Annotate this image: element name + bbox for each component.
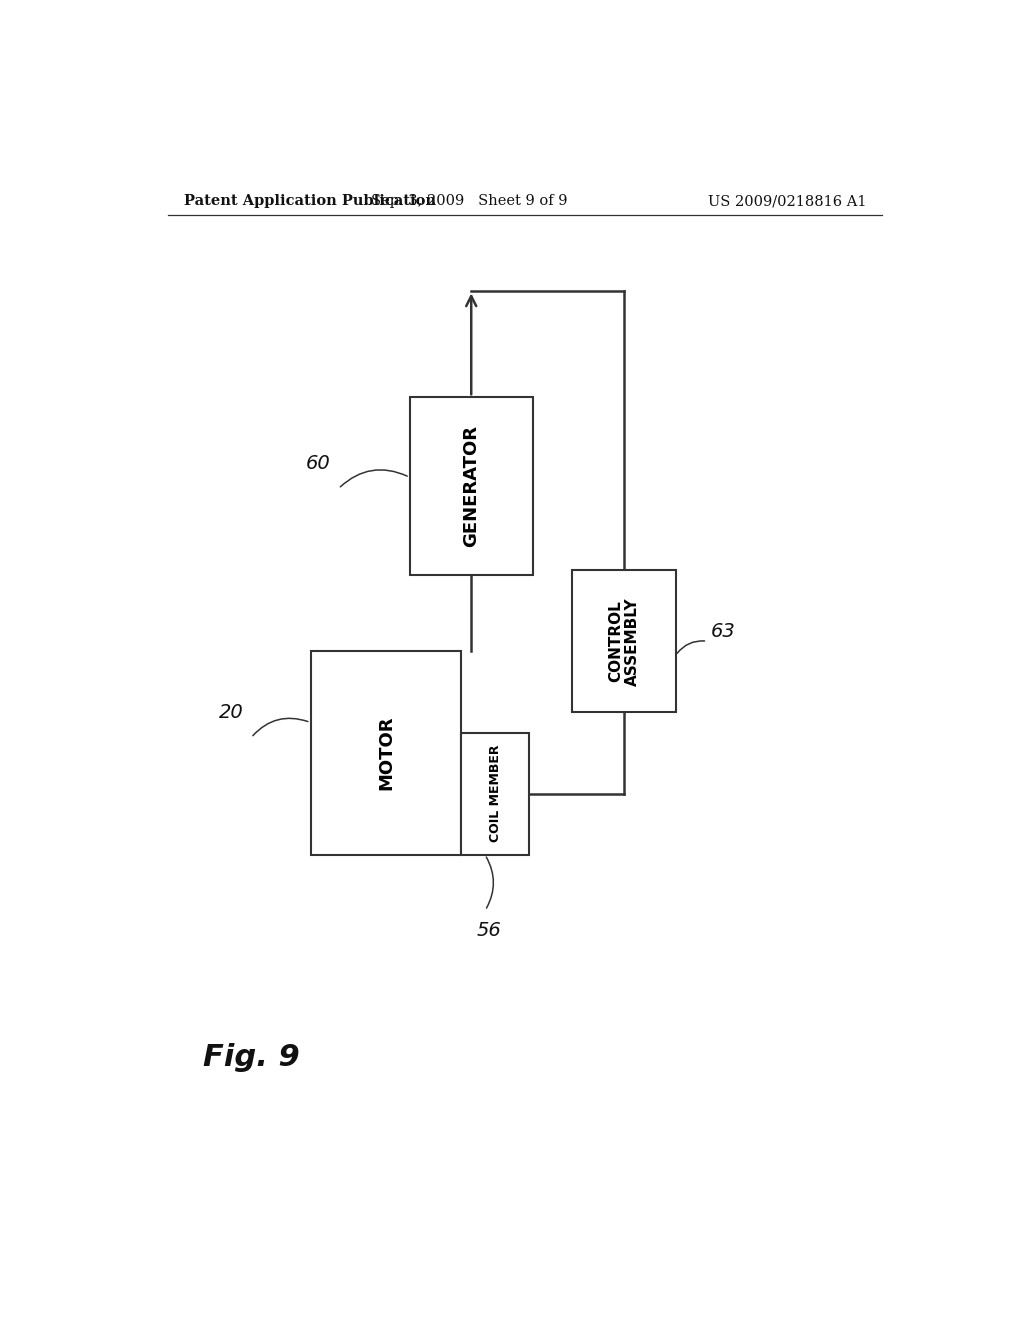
Text: 56: 56: [477, 921, 502, 940]
Text: Sep. 3, 2009   Sheet 9 of 9: Sep. 3, 2009 Sheet 9 of 9: [371, 194, 567, 209]
Text: MOTOR: MOTOR: [377, 715, 395, 791]
Bar: [461, 733, 528, 854]
Text: 63: 63: [711, 622, 735, 640]
Text: Patent Application Publication: Patent Application Publication: [183, 194, 435, 209]
Text: US 2009/0218816 A1: US 2009/0218816 A1: [708, 194, 866, 209]
Text: Fig. 9: Fig. 9: [203, 1043, 299, 1072]
Bar: [410, 397, 532, 576]
Bar: [572, 570, 676, 713]
Text: GENERATOR: GENERATOR: [462, 425, 480, 548]
Text: COIL MEMBER: COIL MEMBER: [488, 744, 502, 842]
Text: CONTROL
ASSEMBLY: CONTROL ASSEMBLY: [608, 597, 640, 685]
Bar: [310, 651, 461, 854]
Text: 60: 60: [306, 454, 331, 473]
Text: 20: 20: [219, 702, 244, 722]
